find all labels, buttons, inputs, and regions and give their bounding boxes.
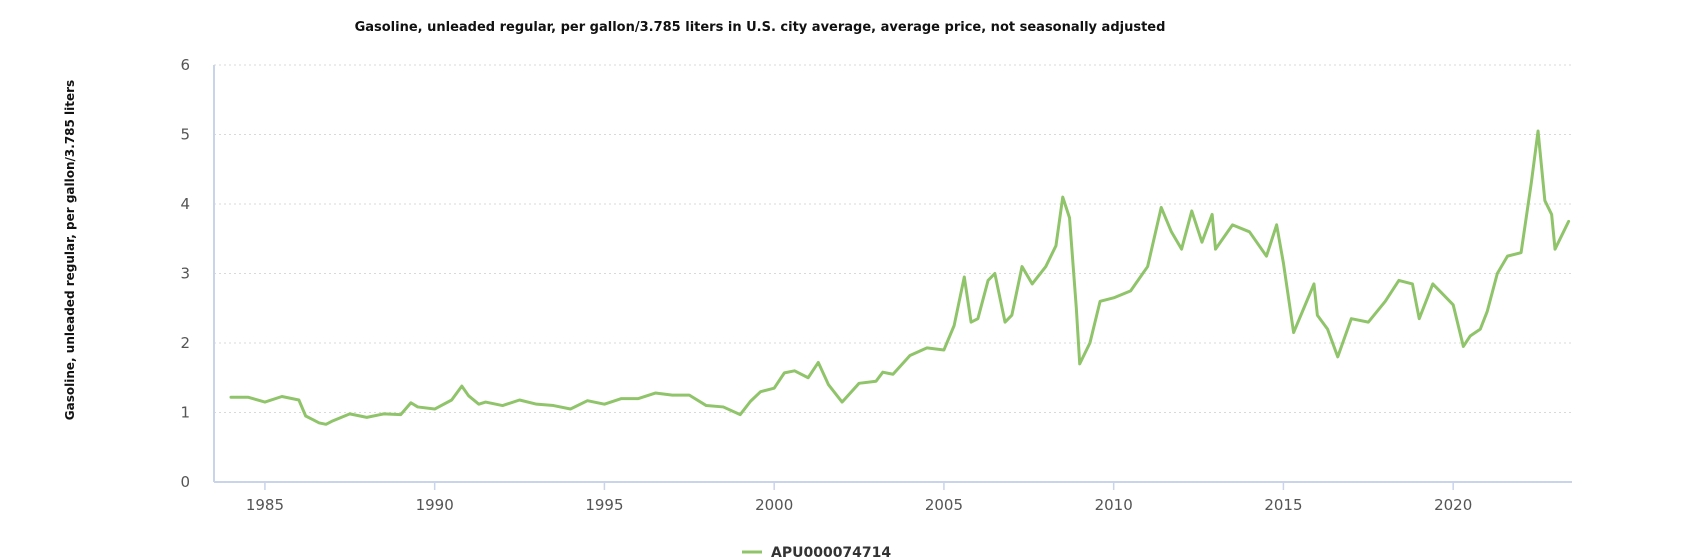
- series-line-apu000074714[interactable]: [229, 129, 1571, 426]
- x-tick-label: 1985: [246, 496, 284, 514]
- y-tick-label: 3: [180, 265, 190, 283]
- x-tick-label: 2000: [755, 496, 793, 514]
- legend[interactable]: APU000074714: [742, 545, 891, 560]
- y-tick-label: 2: [180, 334, 190, 352]
- x-tick-label: 1995: [585, 496, 623, 514]
- y-tick-label: 1: [180, 404, 190, 422]
- x-tick-label: 2005: [925, 496, 963, 514]
- y-tick-label: 5: [180, 126, 190, 144]
- x-tick-label: 1990: [416, 496, 454, 514]
- y-tick-label: 6: [180, 56, 190, 74]
- chart-title: Gasoline, unleaded regular, per gallon/3…: [355, 20, 1166, 35]
- axes: [213, 65, 1572, 490]
- x-tick-label: 2020: [1434, 496, 1472, 514]
- y-tick-label: 0: [180, 473, 190, 491]
- legend-label: APU000074714: [771, 545, 891, 560]
- x-tick-labels: 1985 1990 1995 2000 2005 2010 2015 2020: [246, 496, 1472, 514]
- y-tick-labels: 0 1 2 3 4 5 6: [180, 56, 190, 491]
- x-tick-label: 2010: [1095, 496, 1133, 514]
- x-tick-label: 2015: [1264, 496, 1302, 514]
- y-tick-label: 4: [180, 195, 190, 213]
- series-layer: [229, 129, 1571, 426]
- y-axis-label: Gasoline, unleaded regular, per gallon/3…: [63, 80, 77, 420]
- grid-lines: [214, 64, 1572, 413]
